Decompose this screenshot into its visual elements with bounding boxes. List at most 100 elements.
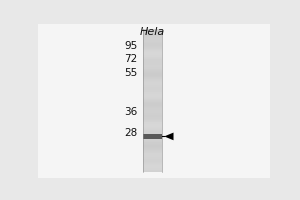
- Bar: [143, 165, 162, 166]
- Bar: [143, 75, 162, 76]
- Bar: [143, 147, 162, 148]
- Bar: [143, 143, 162, 144]
- Bar: [143, 69, 162, 70]
- Bar: [143, 125, 162, 126]
- Bar: [143, 76, 162, 77]
- Bar: [143, 146, 162, 147]
- Bar: [143, 46, 162, 47]
- Bar: [143, 94, 162, 95]
- Bar: [143, 81, 162, 82]
- Bar: [143, 158, 162, 159]
- Bar: [143, 151, 162, 152]
- Bar: [143, 116, 162, 117]
- Bar: [143, 43, 162, 44]
- Bar: [143, 74, 162, 75]
- Bar: [143, 55, 162, 56]
- Bar: [143, 124, 162, 125]
- Bar: [143, 51, 162, 52]
- Bar: [143, 85, 162, 86]
- Bar: [143, 32, 162, 33]
- Bar: [143, 117, 162, 118]
- Bar: [143, 91, 162, 92]
- Bar: [143, 77, 162, 78]
- Bar: [143, 108, 162, 109]
- Bar: [143, 41, 162, 42]
- Bar: [143, 35, 162, 36]
- Bar: [143, 155, 162, 156]
- Bar: [143, 52, 162, 53]
- Bar: [143, 111, 162, 112]
- Bar: [143, 89, 162, 90]
- Bar: [143, 44, 162, 45]
- Bar: [143, 162, 162, 163]
- Bar: [143, 141, 162, 142]
- Bar: [143, 39, 162, 40]
- Text: 95: 95: [124, 41, 137, 51]
- Bar: [143, 70, 162, 71]
- Bar: [143, 60, 162, 61]
- Bar: [143, 150, 162, 151]
- Bar: [143, 160, 162, 161]
- Bar: [143, 114, 162, 115]
- Bar: [143, 107, 162, 108]
- Bar: [143, 36, 162, 37]
- Bar: [143, 31, 162, 32]
- Bar: [143, 98, 162, 99]
- Bar: [143, 134, 162, 135]
- Bar: [143, 65, 162, 66]
- Bar: [143, 95, 162, 96]
- Text: 28: 28: [124, 128, 137, 138]
- Bar: [143, 67, 162, 68]
- Bar: [143, 96, 162, 97]
- Bar: [143, 138, 162, 139]
- Bar: [143, 164, 162, 165]
- Bar: [143, 102, 162, 103]
- Bar: [143, 30, 162, 31]
- Bar: [143, 122, 162, 123]
- Bar: [143, 100, 162, 101]
- Bar: [143, 104, 162, 105]
- Bar: [143, 42, 162, 43]
- Bar: [143, 93, 162, 94]
- Bar: [143, 48, 162, 49]
- Bar: [143, 56, 162, 57]
- Bar: [143, 64, 162, 65]
- Bar: [143, 97, 162, 98]
- Bar: [143, 99, 162, 100]
- Bar: [143, 58, 162, 59]
- Text: 72: 72: [124, 54, 137, 64]
- Bar: [143, 103, 162, 104]
- Bar: [143, 157, 162, 158]
- Bar: [143, 83, 162, 84]
- Bar: [143, 132, 162, 133]
- Bar: [143, 62, 162, 63]
- Bar: [143, 167, 162, 168]
- Bar: [143, 119, 162, 120]
- Bar: [143, 66, 162, 67]
- Bar: [143, 33, 162, 34]
- Bar: [143, 61, 162, 62]
- Bar: [143, 137, 162, 138]
- Bar: [143, 145, 162, 146]
- Bar: [143, 49, 162, 50]
- Bar: [143, 129, 162, 130]
- Bar: [143, 53, 162, 54]
- Bar: [143, 115, 162, 116]
- Bar: [143, 68, 162, 69]
- Bar: [143, 72, 162, 73]
- Bar: [143, 110, 162, 111]
- Bar: [143, 106, 162, 107]
- Bar: [143, 169, 162, 170]
- Bar: [143, 50, 162, 51]
- Bar: [143, 105, 162, 106]
- Bar: [143, 170, 162, 171]
- Bar: [143, 113, 162, 114]
- Bar: [143, 101, 162, 102]
- Bar: [143, 47, 162, 48]
- Bar: [143, 84, 162, 85]
- Bar: [143, 63, 162, 64]
- Bar: [143, 29, 162, 30]
- Bar: [143, 80, 162, 81]
- Bar: [143, 92, 162, 93]
- Polygon shape: [164, 133, 173, 140]
